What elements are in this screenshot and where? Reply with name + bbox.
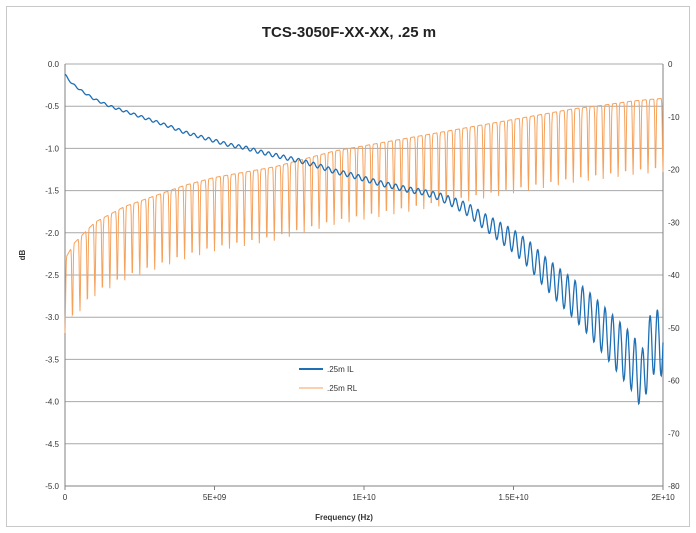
x-tick-label: 2E+10 [651, 493, 675, 502]
y-axis-label: dB [18, 249, 27, 260]
y-tick-label: -1.5 [45, 187, 59, 196]
y-tick-label: -1.0 [45, 144, 59, 153]
y-tick-label: -4.5 [45, 440, 59, 449]
x-axis-label: Frequency (Hz) [315, 513, 373, 522]
y2-tick-label: -50 [668, 324, 680, 333]
series-rl-line [64, 98, 664, 334]
y-tick-label: -2.5 [45, 271, 59, 280]
y2-tick-label: -20 [668, 166, 680, 175]
y2-tick-label: -40 [668, 271, 680, 280]
x-tick-label: 1.5E+10 [498, 493, 529, 502]
y-tick-label: -0.5 [45, 102, 59, 111]
tick-layer: 0.0 -0.5 -1.0 -1.5 -2.0 -2.5 -3.0 -3.5 -4.0 -4.5 -… [45, 60, 680, 502]
legend: .25m IL .25m RL [299, 365, 358, 393]
grid-layer [64, 63, 664, 487]
x-tick-label: 5E+09 [203, 493, 227, 502]
y2-tick-label: -60 [668, 377, 680, 386]
legend-label-il: .25m IL [327, 365, 354, 374]
series-layer [64, 73, 664, 406]
chart-frame: TCS-3050F-XX-XX, .25 m dB Frequency (Hz)… [6, 6, 690, 527]
chart-svg: TCS-3050F-XX-XX, .25 m dB Frequency (Hz)… [18, 24, 680, 522]
series-il-line [64, 73, 664, 406]
x-tick-label: 1E+10 [352, 493, 376, 502]
x-tick-label: 0 [63, 493, 68, 502]
y2-tick-label: -80 [668, 482, 680, 491]
y2-tick-label: -70 [668, 429, 680, 438]
y-tick-label: -3.0 [45, 313, 59, 322]
y-tick-label: -4.0 [45, 398, 59, 407]
y-tick-label: 0.0 [48, 60, 60, 69]
y-tick-label: -3.5 [45, 355, 59, 364]
y2-tick-label: -30 [668, 218, 680, 227]
y-tick-label: -2.0 [45, 229, 59, 238]
legend-label-rl: .25m RL [327, 384, 358, 393]
y-tick-label: -5.0 [45, 482, 59, 491]
y2-tick-label: 0 [668, 60, 673, 69]
y2-tick-label: -10 [668, 113, 680, 122]
chart-title: TCS-3050F-XX-XX, .25 m [262, 24, 436, 41]
